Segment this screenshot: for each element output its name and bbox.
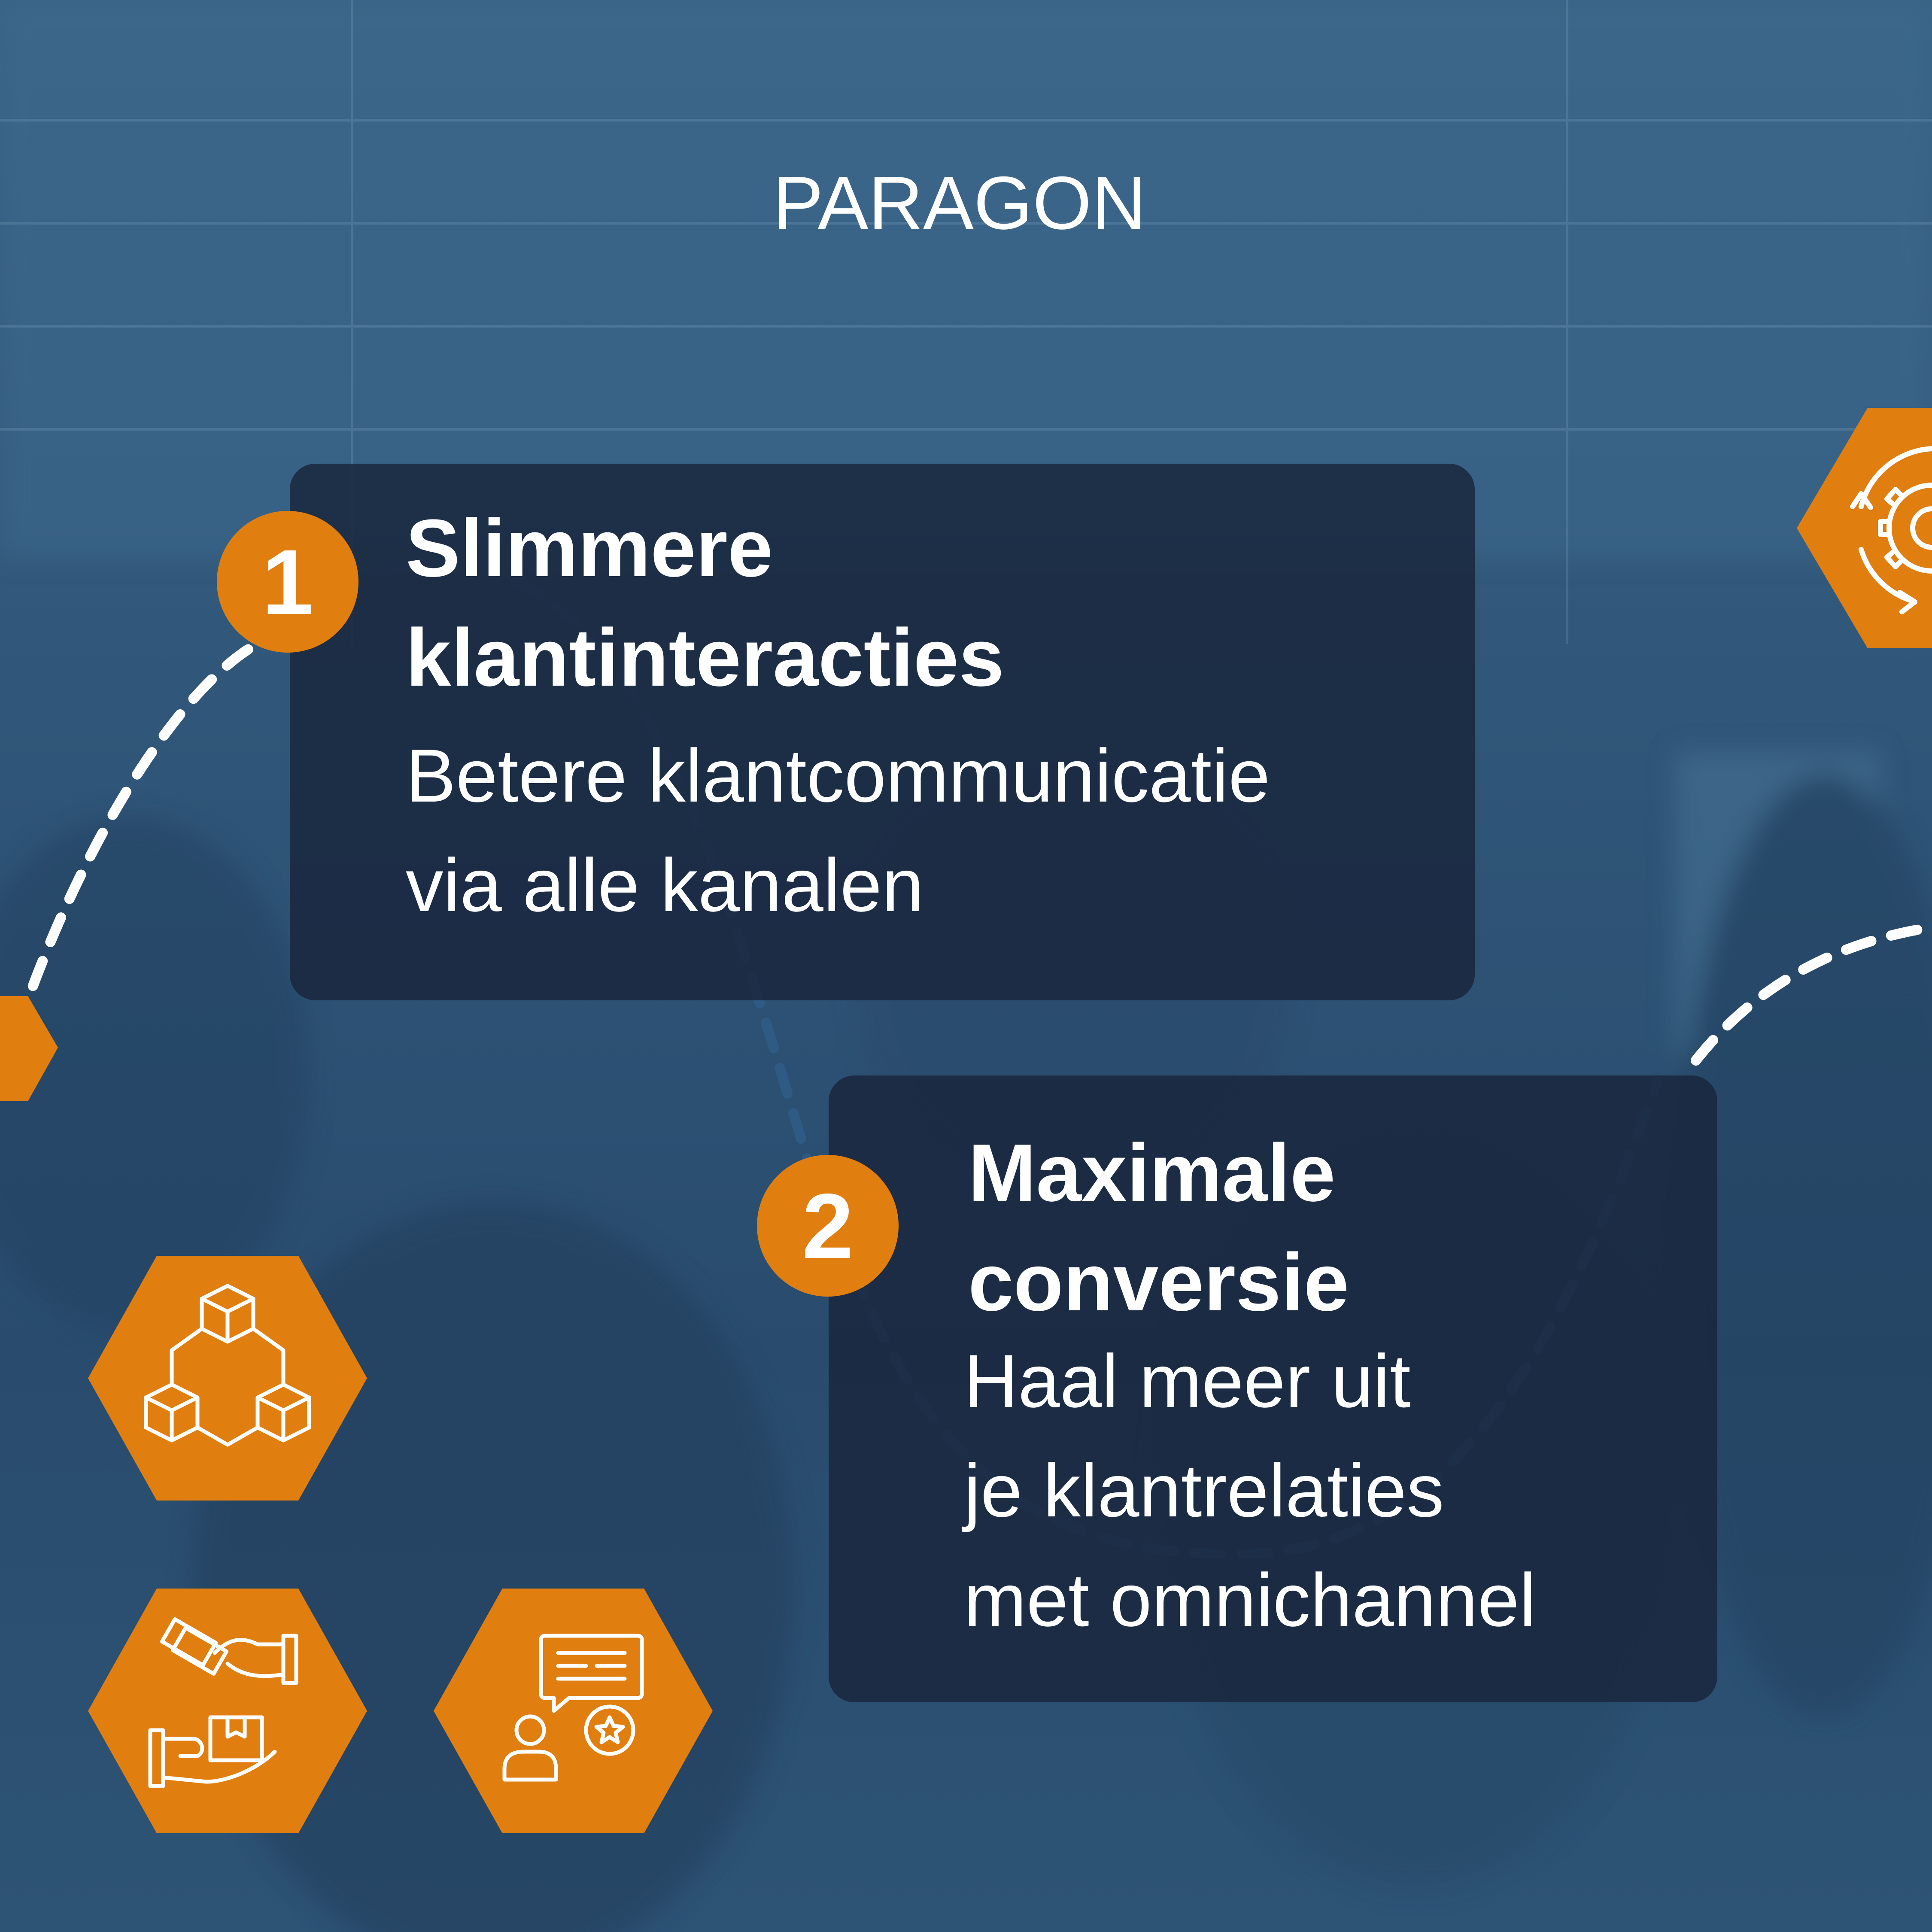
card-2-body-line1: Haal meer uit bbox=[964, 1340, 1411, 1423]
review-hexagon bbox=[434, 1589, 713, 1833]
card-1-body-line1: Betere klantcommunicatie bbox=[406, 734, 1270, 818]
gear-cycle-hexagon bbox=[1797, 408, 1932, 648]
feature-card-2 bbox=[829, 1075, 1717, 1702]
boxes-network-icon bbox=[144, 1284, 311, 1447]
paragon-logo: PARAGON bbox=[773, 165, 1146, 238]
card-2-description: Haal meer uit je klantrelaties met omnic… bbox=[964, 1327, 1536, 1655]
feature-card-1 bbox=[290, 464, 1475, 1000]
step-2-badge: 2 bbox=[757, 1155, 899, 1297]
step-1-badge: 1 bbox=[217, 511, 358, 653]
card-1-title: Slimmere klantinteracties bbox=[406, 494, 1004, 713]
svg-text:PARAGON: PARAGON bbox=[773, 165, 1146, 238]
customer-review-icon bbox=[502, 1634, 644, 1782]
payment-delivery-icon bbox=[148, 1617, 298, 1788]
card-2-title: Maximale conversie bbox=[968, 1118, 1349, 1337]
card-1-body-line2: via alle kanalen bbox=[406, 844, 924, 927]
card-2-title-line2: conversie bbox=[968, 1237, 1349, 1328]
card-1-description: Betere klantcommunicatie via alle kanale… bbox=[406, 721, 1270, 940]
card-1-title-line1: Slimmere bbox=[406, 503, 773, 594]
card-2-title-line1: Maximale bbox=[968, 1127, 1336, 1218]
card-1-title-line2: klantinteracties bbox=[406, 612, 1004, 703]
hexagon-partial-left bbox=[0, 996, 58, 1101]
card-2-body-line2: je klantrelaties bbox=[964, 1449, 1444, 1533]
boxes-hexagon bbox=[88, 1256, 367, 1501]
payment-hexagon bbox=[88, 1589, 367, 1833]
gear-cycle-icon bbox=[1850, 446, 1932, 614]
card-2-body-line3: met omnichannel bbox=[964, 1558, 1536, 1642]
